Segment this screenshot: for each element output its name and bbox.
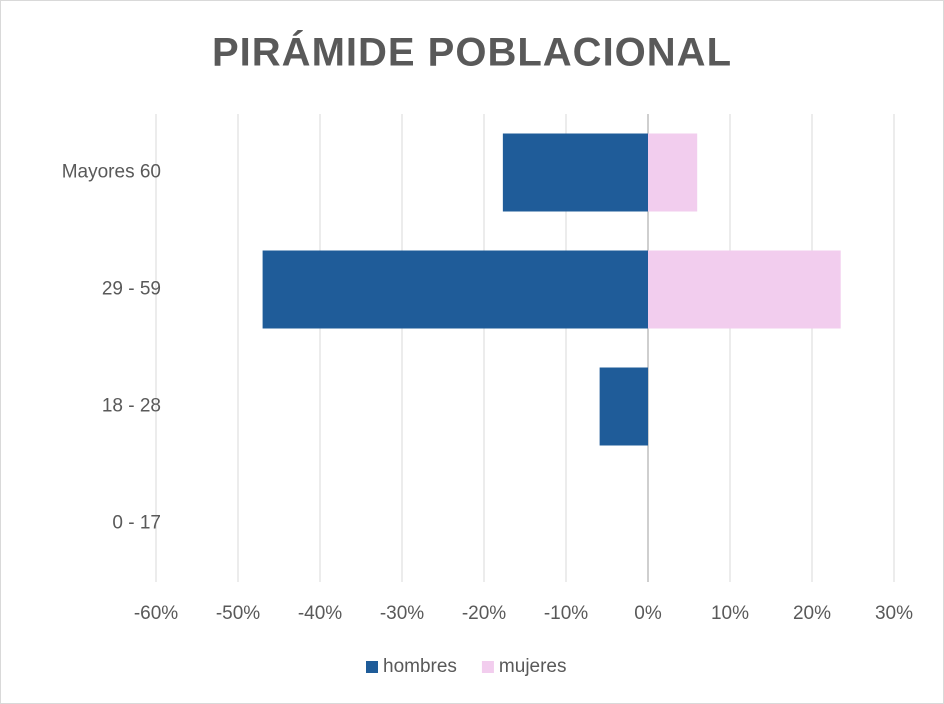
x-tick-label: -50% (216, 603, 260, 624)
x-tick-label: -30% (380, 603, 424, 624)
bar (502, 133, 648, 212)
chart-title: PIRÁMIDE POBLACIONAL (212, 30, 732, 75)
x-tick-label: 10% (711, 603, 749, 624)
bar (262, 250, 648, 329)
legend-swatch (366, 661, 378, 673)
x-tick-label: -10% (544, 603, 588, 624)
bar (648, 133, 698, 212)
x-tick-label: 20% (793, 603, 831, 624)
legend-swatch (481, 661, 494, 673)
x-tick-label: 0% (634, 603, 662, 624)
y-tick-label: Mayores 60 (62, 162, 161, 183)
legend-label: mujeres (499, 656, 567, 677)
x-tick-label: -60% (134, 603, 178, 624)
y-tick-label: 18 - 28 (102, 396, 161, 417)
bar (599, 367, 648, 446)
x-tick-label: 30% (875, 603, 913, 624)
x-tick-label: -40% (298, 603, 342, 624)
bar (648, 250, 841, 329)
y-tick-label: 29 - 59 (102, 279, 161, 300)
legend-label: hombres (383, 656, 457, 677)
x-tick-label: -20% (462, 603, 506, 624)
y-tick-label: 0 - 17 (112, 513, 161, 534)
